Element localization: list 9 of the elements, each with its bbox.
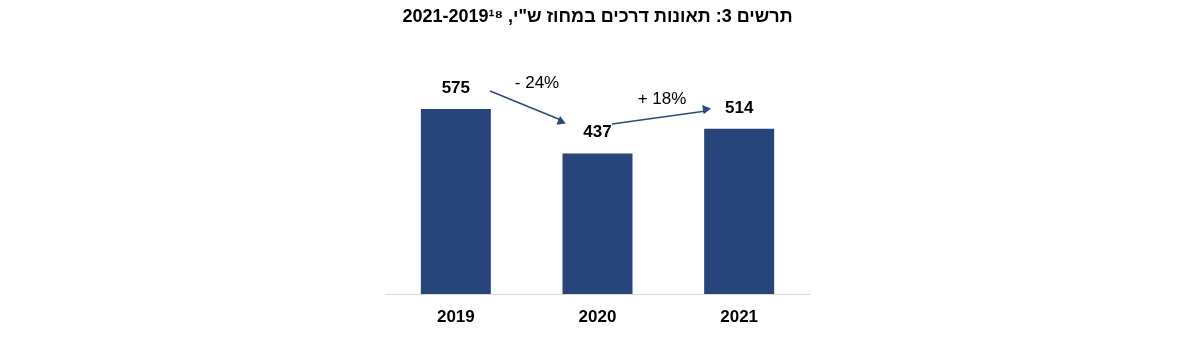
data-label: 575: [441, 78, 471, 97]
text: + 18%: [637, 89, 687, 108]
x-tick-label: 2020: [578, 306, 617, 326]
chart-title: תרשים 3: תאונות דרכים במחוז ש"י, 2021-2019¹⁸: [402, 6, 793, 26]
x-tick-label: 2019: [436, 306, 475, 326]
data-label: 437: [583, 122, 612, 142]
x-tick-label: 2021: [720, 306, 759, 326]
text: - 24%: [514, 73, 560, 92]
data-label: 514: [724, 97, 754, 117]
